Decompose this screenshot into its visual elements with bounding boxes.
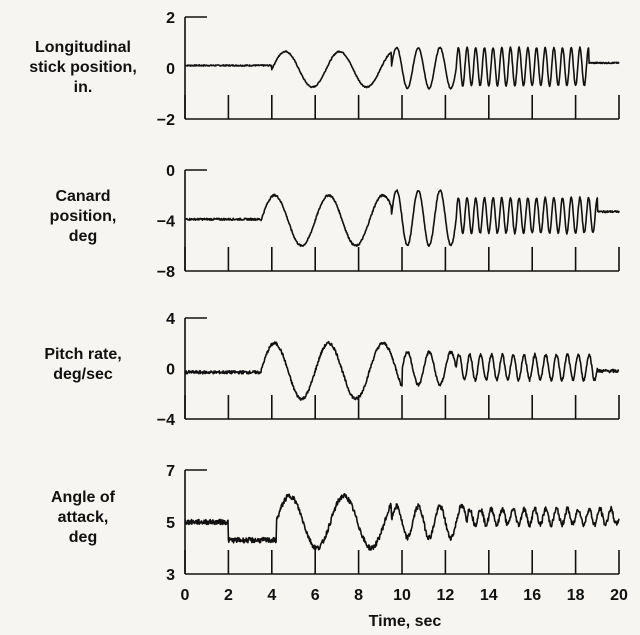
- x-tick-label: 0: [181, 587, 190, 604]
- y-tick-label: −8: [157, 264, 175, 281]
- y-tick-label: −4: [157, 412, 175, 429]
- x-tick-label: 10: [393, 587, 411, 604]
- panel-label-line: Longitudinal: [35, 39, 131, 56]
- y-tick-label: −4: [157, 214, 175, 231]
- y-tick-label: 0: [166, 362, 175, 379]
- x-tick-label: 6: [311, 587, 320, 604]
- y-tick-label: 0: [166, 61, 175, 78]
- x-tick-label: 12: [437, 587, 455, 604]
- panel-label-line: Canard: [55, 188, 110, 205]
- panel-label-line: attack,: [58, 509, 109, 526]
- panel-4: 7 5 3 Angle of attack, deg 0 2 4 6 8 10 12 14 16 18 20 Ti…: [51, 463, 628, 630]
- panel-label-line: Pitch rate,: [44, 346, 121, 363]
- y-tick-label: 4: [166, 311, 175, 328]
- panel-2: 0 −4 −8 Canard position, deg: [50, 163, 620, 281]
- y-tick-label: 7: [166, 463, 175, 480]
- x-tick-label: 2: [224, 587, 233, 604]
- x-axis-title: Time, sec: [369, 613, 442, 630]
- panel-label-line: deg/sec: [53, 366, 113, 383]
- y-tick-label: −2: [157, 112, 175, 129]
- x-tick-label: 20: [610, 587, 628, 604]
- series-line: [184, 340, 620, 401]
- x-tick-label: 4: [267, 587, 276, 604]
- y-tick-label: 0: [166, 163, 175, 180]
- x-tick-label: 8: [354, 587, 363, 604]
- panel-label-line: Angle of: [51, 489, 116, 506]
- panel-1: 2 0 −2 Longitudinal stick position, in.: [29, 10, 620, 129]
- panel-label-line: position,: [50, 208, 117, 225]
- panel-label-line: stick position,: [29, 59, 137, 76]
- y-tick-label: 5: [166, 515, 175, 532]
- x-tick-label: 18: [567, 587, 585, 604]
- panel-label-line: in.: [74, 79, 93, 96]
- y-tick-label: 3: [166, 567, 175, 584]
- y-tick-label: 2: [166, 10, 175, 27]
- series-line: [184, 189, 620, 248]
- panel-3: 4 0 −4 Pitch rate, deg/sec: [44, 311, 620, 429]
- x-tick-label: 14: [480, 587, 498, 604]
- series-line: [184, 46, 620, 90]
- series-line: [184, 493, 620, 551]
- panel-label-line: deg: [69, 228, 97, 245]
- panel-label-line: deg: [69, 529, 97, 546]
- x-tick-label: 16: [523, 587, 541, 604]
